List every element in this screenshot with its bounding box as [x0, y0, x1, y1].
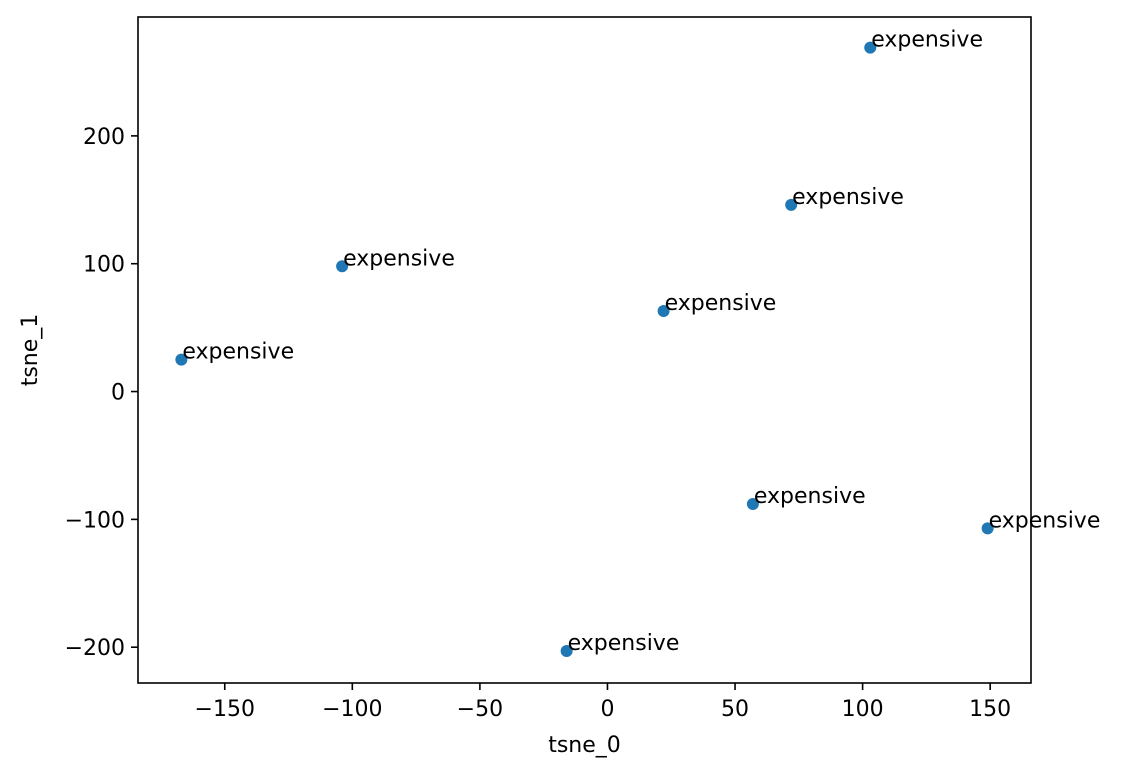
data-point	[560, 645, 573, 658]
data-point	[746, 498, 759, 511]
point-label: expensive	[182, 340, 294, 365]
y-axis: −200 −100 0 100 200	[65, 125, 138, 661]
y-tick-label: −200	[65, 636, 125, 661]
y-tick-label: 0	[111, 381, 125, 406]
plot-frame	[137, 16, 1032, 684]
y-tick-label: 100	[83, 253, 125, 278]
x-tick-label: −50	[457, 697, 503, 722]
point-label: expensive	[343, 246, 455, 271]
y-tick-label: −100	[65, 508, 125, 533]
x-tick-label: −150	[195, 697, 255, 722]
x-axis: −150 −100 −50 0 50 100 150	[195, 683, 1011, 722]
x-tick-label: −100	[322, 697, 382, 722]
data-point	[175, 353, 188, 366]
y-tick-label: 200	[83, 125, 125, 150]
x-tick-label: 0	[600, 697, 614, 722]
point-label: expensive	[989, 508, 1101, 533]
x-axis-title: tsne_0	[548, 733, 621, 758]
points-layer	[175, 41, 994, 658]
data-point	[336, 260, 349, 273]
point-label: expensive	[792, 185, 904, 210]
x-tick-label: 50	[721, 697, 749, 722]
point-label: expensive	[665, 291, 777, 316]
point-labels-layer: expensive expensive expensive expensive expe…	[182, 28, 1100, 656]
data-point	[657, 305, 670, 318]
x-tick-label: 100	[842, 697, 884, 722]
point-label: expensive	[871, 28, 983, 53]
point-label: expensive	[568, 631, 680, 656]
point-label: expensive	[754, 484, 866, 509]
data-point	[864, 41, 877, 54]
x-tick-label: 150	[969, 697, 1011, 722]
data-point	[785, 198, 798, 211]
plot-area	[138, 17, 1031, 683]
data-point	[981, 522, 994, 535]
y-axis-title: tsne_1	[18, 314, 43, 387]
